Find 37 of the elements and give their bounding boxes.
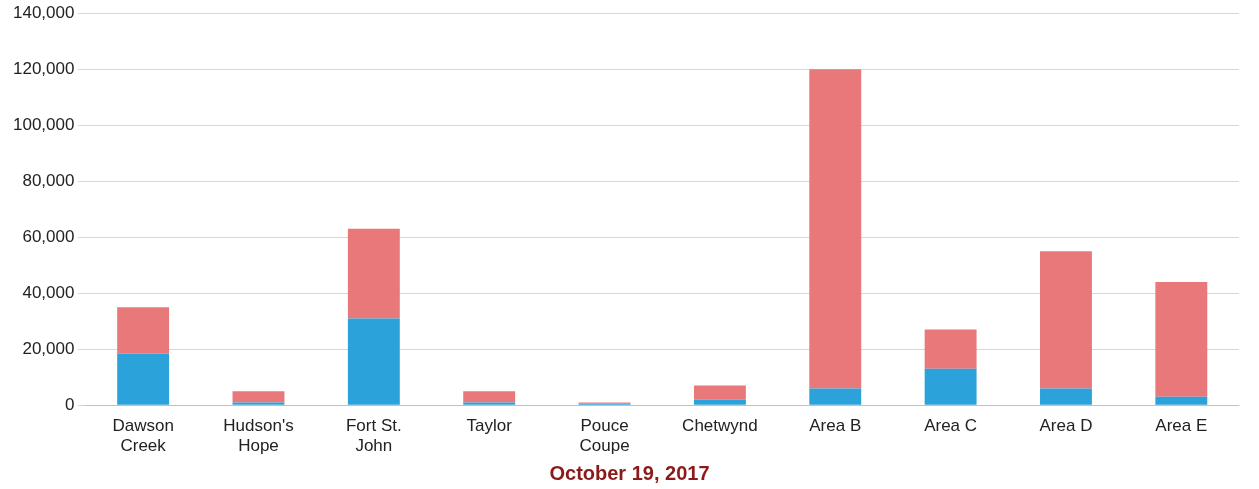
bar xyxy=(809,388,862,405)
bar xyxy=(347,318,400,405)
y-tick-label: 20,000 xyxy=(22,338,75,358)
y-tick-label: 80,000 xyxy=(22,170,75,190)
x-tick-label: Taylor xyxy=(466,416,513,436)
bar xyxy=(924,329,977,369)
x-tick-label: Area C xyxy=(924,416,978,436)
bar xyxy=(1155,396,1208,405)
x-tick-label: Pouce Coupe xyxy=(579,416,630,456)
x-tick-label: Area B xyxy=(809,416,862,436)
bar xyxy=(347,228,400,319)
bar xyxy=(232,391,285,403)
y-tick-label: 140,000 xyxy=(13,2,75,22)
x-tick-label: Dawson Creek xyxy=(112,416,174,456)
x-tick-label: Chetwynd xyxy=(682,416,758,436)
x-tick-label: Area E xyxy=(1155,416,1208,436)
y-tick-label: 40,000 xyxy=(22,282,75,302)
y-tick-label: 120,000 xyxy=(13,58,75,78)
bar xyxy=(117,307,170,354)
bar xyxy=(1155,282,1208,397)
x-tick-label: Hudson's Hope xyxy=(223,416,294,456)
bar xyxy=(693,385,746,400)
text: October 19, 2017 xyxy=(548,462,711,485)
bar xyxy=(809,69,862,389)
y-tick-label: 0 xyxy=(64,394,75,414)
bar xyxy=(1040,388,1092,405)
bar xyxy=(693,399,746,405)
bar xyxy=(1040,251,1092,389)
bar xyxy=(232,402,285,405)
bar xyxy=(463,391,516,403)
x-tick-label: Fort St. John xyxy=(345,416,402,456)
y-tick-label: 100,000 xyxy=(13,114,75,134)
bar xyxy=(117,353,170,405)
y-tick-label: 60,000 xyxy=(22,226,75,246)
bar xyxy=(924,368,977,405)
x-tick-label: Area D xyxy=(1039,416,1093,436)
bar xyxy=(463,402,516,405)
